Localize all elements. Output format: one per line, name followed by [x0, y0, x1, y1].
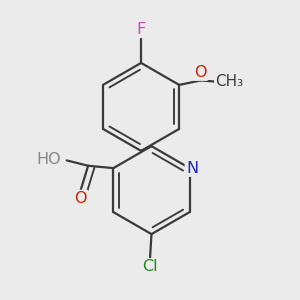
Text: N: N: [186, 160, 198, 175]
Text: Cl: Cl: [142, 259, 158, 274]
Text: O: O: [194, 64, 207, 80]
Text: O: O: [74, 191, 87, 206]
Text: CH₃: CH₃: [215, 74, 244, 89]
Text: F: F: [136, 22, 146, 37]
Text: HO: HO: [37, 152, 62, 167]
